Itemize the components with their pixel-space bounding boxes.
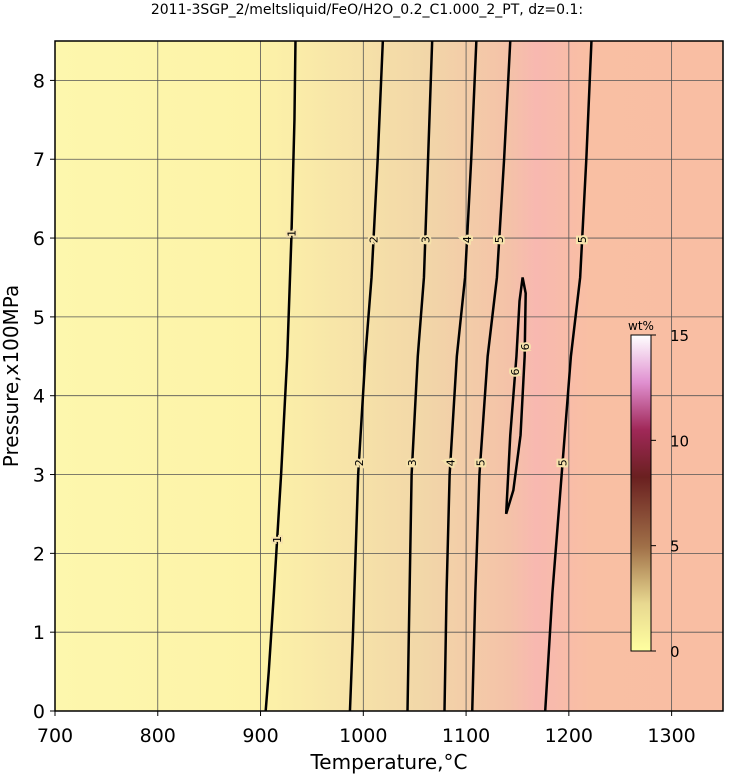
contour-line [264, 40, 297, 712]
colorbar-tick-label: 10 [670, 432, 689, 450]
colorbar-tick-label: 5 [670, 538, 680, 556]
contour-label: 6 [509, 369, 522, 376]
y-tick-label: 7 [33, 149, 45, 171]
contour-label: 4 [444, 459, 457, 466]
x-tick-label: 800 [140, 725, 176, 747]
y-tick-label: 8 [33, 70, 45, 92]
chart-title: 2011-3SGP_2/meltsliquid/FeO/H2O_0.2_C1.0… [151, 2, 583, 18]
contour-label: 6 [519, 343, 532, 350]
contour-label: 5 [493, 236, 506, 243]
y-tick-label: 4 [33, 386, 45, 408]
colorbar: wt% 0 5 10 15 [628, 319, 689, 661]
colorbar-scale [630, 334, 652, 652]
contour-label: 1 [271, 536, 284, 543]
contour-label: 5 [576, 236, 589, 243]
y-tick-label: 5 [33, 307, 45, 329]
contour-label: 4 [461, 236, 474, 243]
contour-line [348, 40, 385, 712]
y-axis-label: Pressure,x100MPa [0, 285, 23, 467]
y-tick-label: 1 [33, 622, 45, 644]
x-axis-label: Temperature,°C [309, 750, 467, 774]
y-tick-label: 3 [33, 465, 45, 487]
x-tick-label: 700 [37, 725, 73, 747]
contour-line [543, 40, 593, 712]
x-tick-label: 1200 [545, 725, 593, 747]
x-tick-label: 1000 [339, 725, 387, 747]
contour-label: 2 [353, 459, 366, 466]
contour-line [504, 277, 527, 515]
y-tick-label: 0 [33, 701, 45, 723]
y-tick-label: 2 [33, 543, 45, 565]
contour-line [406, 40, 434, 712]
colorbar-label: wt% [628, 319, 654, 333]
x-tick-label: 1100 [442, 725, 490, 747]
contour-label: 2 [368, 236, 381, 243]
colorbar-tick-label: 15 [670, 327, 689, 345]
contour-label: 3 [419, 236, 432, 243]
plot-frame [54, 40, 724, 712]
x-tick-label: 900 [242, 725, 278, 747]
contour-label: 5 [557, 459, 570, 466]
contour-label: 3 [406, 459, 419, 466]
y-tick-label: 6 [33, 228, 45, 250]
x-tick-label: 1300 [647, 725, 695, 747]
plot-background [55, 41, 723, 711]
contour-label: 1 [285, 230, 298, 237]
contour-label: 5 [474, 459, 487, 466]
contour-line [443, 40, 478, 712]
colorbar-tick-label: 0 [670, 643, 680, 661]
contour-line [470, 40, 512, 712]
contours: 1 1 2 2 3 3 4 4 5 5 6 6 5 5 [264, 40, 593, 712]
